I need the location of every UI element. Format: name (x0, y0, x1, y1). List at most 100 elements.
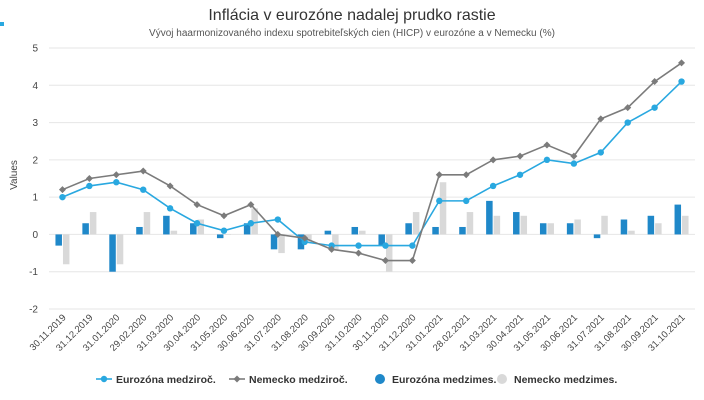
data-point (408, 257, 416, 265)
data-point (435, 171, 443, 179)
data-point (247, 201, 255, 209)
data-point (355, 242, 362, 249)
legend-label: Nemecko medzimes. (514, 374, 617, 386)
y-tick-label: -2 (29, 305, 38, 316)
data-point (409, 242, 416, 249)
data-point (85, 175, 93, 182)
bar (539, 223, 547, 235)
data-point (543, 141, 551, 149)
data-point (381, 257, 389, 265)
bar (647, 215, 655, 235)
bar (493, 215, 501, 235)
data-point (570, 160, 578, 167)
bar (89, 212, 97, 235)
bar (378, 234, 385, 246)
lines (58, 59, 686, 265)
data-point (166, 205, 174, 212)
data-point (678, 59, 686, 67)
data-point (301, 238, 308, 246)
bar (190, 223, 197, 235)
bar (385, 234, 393, 272)
bar (566, 223, 574, 235)
bar (513, 212, 520, 235)
data-point (489, 156, 497, 164)
bar (224, 234, 231, 235)
y-tick-label: 5 (32, 44, 38, 55)
legend-label: Eurozóna medziroč. (116, 374, 216, 386)
data-point (382, 242, 389, 249)
legend-label: Nemecko medziroč. (249, 374, 348, 386)
bar (216, 234, 224, 239)
data-point (597, 149, 604, 156)
x-axis-ticks: 30.11.201931.12.201931.01.202029.02.2020… (28, 312, 688, 353)
bar (197, 219, 205, 235)
data-point (651, 78, 659, 86)
data-point (463, 197, 470, 205)
bar (109, 234, 116, 272)
y-tick-label: 2 (32, 155, 38, 166)
bar (82, 223, 89, 235)
data-point (220, 212, 228, 220)
bar (593, 234, 601, 239)
y-axis-ticks: -2 -1 0 1 2 3 4 5 (29, 44, 38, 316)
y-tick-label: 3 (32, 118, 38, 129)
series-line (62, 80, 683, 247)
bar (486, 200, 493, 235)
legend: Eurozóna medziroč. Nemecko medziroč. Euroz… (96, 374, 617, 386)
bar (116, 234, 124, 265)
data-point (301, 234, 309, 242)
series-line (62, 62, 682, 262)
bar (520, 215, 528, 235)
bar (601, 215, 608, 235)
y-axis-label: Values (9, 160, 20, 190)
bar (297, 234, 305, 250)
y-tick-label: -1 (29, 267, 38, 278)
bar (620, 219, 628, 235)
data-point (543, 156, 551, 164)
bar (332, 234, 339, 250)
legend-symbol (497, 374, 507, 384)
bar (305, 234, 312, 242)
grid (49, 47, 695, 310)
bar (270, 234, 278, 250)
legend-label: Eurozóna medzimes. (392, 374, 497, 386)
data-point (462, 171, 470, 179)
bar (466, 212, 474, 235)
bar (55, 234, 62, 246)
corner-marker (0, 22, 4, 26)
data-point (193, 220, 201, 227)
bars (55, 182, 689, 272)
bar (412, 212, 420, 235)
bar (439, 182, 447, 235)
y-tick-label: 0 (32, 230, 38, 241)
legend-marker (100, 375, 108, 383)
data-point (220, 227, 228, 234)
data-point (489, 182, 497, 190)
y-tick-label: 4 (32, 81, 38, 92)
bar (655, 223, 662, 235)
data-point (436, 197, 443, 205)
data-point (166, 182, 174, 190)
data-point (328, 242, 335, 249)
data-point (139, 167, 147, 175)
data-point (112, 171, 120, 179)
data-point (624, 104, 632, 112)
bar (628, 230, 635, 235)
bar (459, 226, 466, 235)
bar (324, 230, 332, 235)
data-point (58, 186, 66, 194)
chart-title: Inflácia v eurozóne nadalej prudko rasti… (208, 7, 495, 24)
data-point (516, 171, 524, 178)
data-point (86, 182, 93, 190)
data-point (516, 152, 524, 160)
bar (62, 234, 70, 265)
bar (547, 223, 554, 235)
data-point (597, 115, 605, 123)
data-point (624, 119, 631, 126)
bar (682, 215, 689, 235)
data-point (651, 104, 658, 111)
data-point (59, 193, 66, 201)
bar (136, 226, 143, 235)
data-point (274, 230, 282, 238)
